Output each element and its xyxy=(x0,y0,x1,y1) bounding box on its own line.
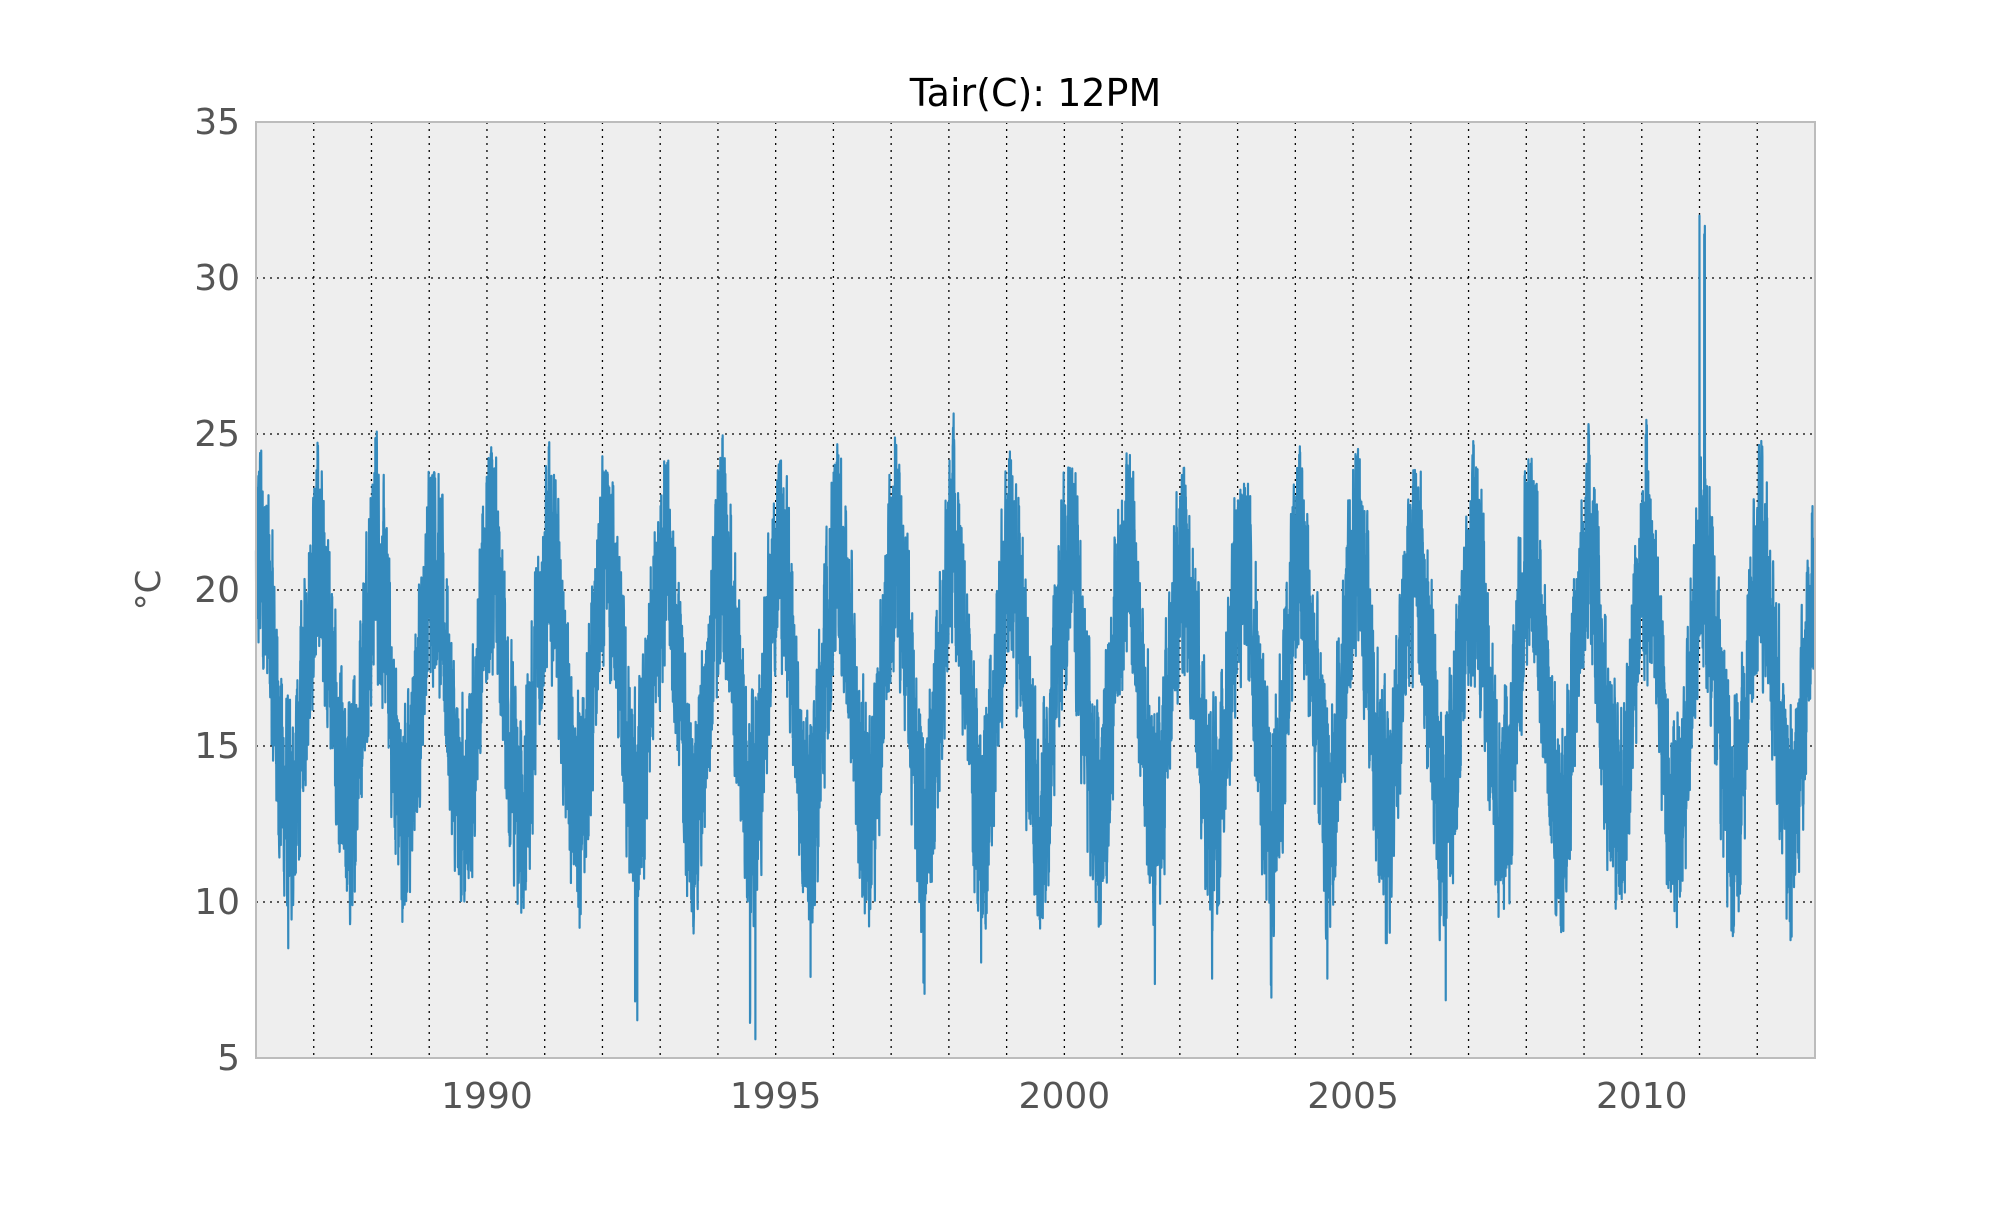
x-tick-label-1995: 1995 xyxy=(730,1076,822,1117)
chart-title: Tair(C): 12PM xyxy=(909,71,1162,115)
x-tick-label-2005: 2005 xyxy=(1307,1076,1399,1117)
y-tick-label-5: 5 xyxy=(217,1038,240,1079)
x-tick-label-2010: 2010 xyxy=(1596,1076,1688,1117)
y-tick-label-20: 20 xyxy=(194,570,240,611)
plot-frame xyxy=(255,121,1816,1059)
x-tick-label-1990: 1990 xyxy=(441,1076,533,1117)
x-tick-label-2000: 2000 xyxy=(1019,1076,1111,1117)
y-tick-label-10: 10 xyxy=(194,882,240,923)
y-axis-label: °C xyxy=(129,570,169,611)
tick-layer: 5 10 15 20 25 30 35 1990 1995 2000 2005 2010 xyxy=(194,102,1687,1117)
y-tick-label-25: 25 xyxy=(194,414,240,455)
y-tick-label-35: 35 xyxy=(194,102,240,143)
y-tick-label-30: 30 xyxy=(194,258,240,299)
series-line-tair xyxy=(254,214,1815,1041)
y-tick-label-15: 15 xyxy=(194,726,240,767)
